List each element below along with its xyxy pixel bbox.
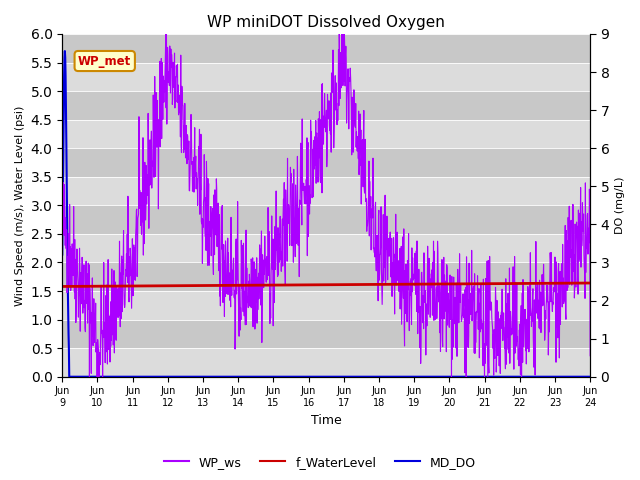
Bar	[62, 120, 590, 148]
X-axis label: Time: Time	[311, 414, 342, 427]
Bar	[62, 263, 590, 291]
Bar	[62, 62, 590, 91]
Bar	[62, 320, 590, 348]
Bar	[62, 205, 590, 234]
Bar	[62, 177, 590, 205]
Legend: WP_ws, f_WaterLevel, MD_DO: WP_ws, f_WaterLevel, MD_DO	[159, 451, 481, 474]
Bar	[62, 234, 590, 263]
Bar	[62, 348, 590, 377]
Y-axis label: DO (mg/L): DO (mg/L)	[615, 177, 625, 234]
Y-axis label: Wind Speed (m/s), Water Level (psi): Wind Speed (m/s), Water Level (psi)	[15, 105, 25, 306]
Bar	[62, 34, 590, 62]
Bar	[62, 91, 590, 120]
Title: WP miniDOT Dissolved Oxygen: WP miniDOT Dissolved Oxygen	[207, 15, 445, 30]
Bar	[62, 148, 590, 177]
Text: WP_met: WP_met	[78, 55, 131, 68]
Bar	[62, 291, 590, 320]
